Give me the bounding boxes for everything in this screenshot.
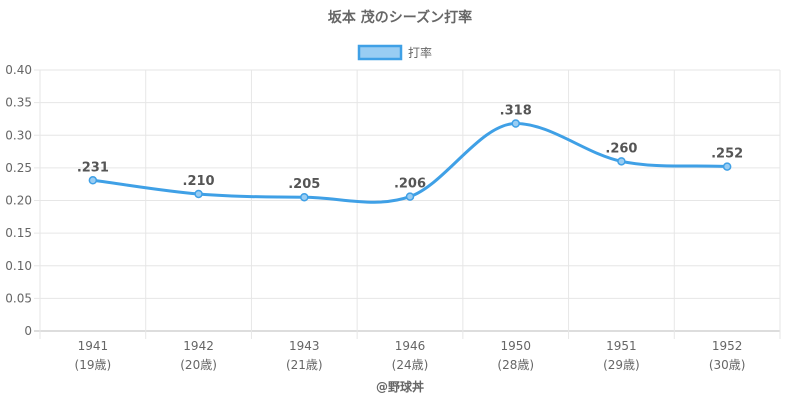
data-label: .210 xyxy=(183,174,215,189)
y-tick-label: 0.05 xyxy=(5,291,32,305)
data-point[interactable] xyxy=(511,119,520,128)
data-point[interactable] xyxy=(300,192,309,202)
data-labels: .231 .210 .205 .206 .318 .260 .252 xyxy=(77,104,743,193)
x-tick-sublabel: (19歳) xyxy=(75,358,112,372)
x-tick-label: 1946 xyxy=(395,339,426,353)
chart-title: 坂本 茂のシーズン打率 xyxy=(328,9,472,26)
series-batting-average xyxy=(88,119,732,204)
x-axis: 1941 (19歳) 1942 (20歳) 1943 (21歳) 1946 (24歳) 1950… xyxy=(75,339,746,372)
y-tick-label: 0.20 xyxy=(5,194,32,208)
x-tick-sublabel: (24歳) xyxy=(392,358,429,372)
data-point[interactable] xyxy=(194,189,203,199)
credit-text: @野球丼 xyxy=(376,379,424,394)
legend[interactable]: 打率 xyxy=(357,44,432,61)
data-label: .206 xyxy=(394,177,426,192)
data-point[interactable] xyxy=(617,157,626,166)
data-label: .252 xyxy=(711,147,743,162)
legend-swatch xyxy=(357,44,403,61)
y-tick-label: 0 xyxy=(24,324,32,338)
x-tick-label: 1941 xyxy=(78,339,109,353)
y-tick-label: 0.30 xyxy=(5,128,32,142)
data-point[interactable] xyxy=(405,192,415,201)
x-tick-sublabel: (20歳) xyxy=(180,358,217,372)
y-tick-label: 0.25 xyxy=(5,161,32,175)
data-point[interactable] xyxy=(88,176,98,185)
data-label: .231 xyxy=(77,160,109,175)
grid xyxy=(34,69,781,339)
x-tick-label: 1950 xyxy=(500,339,531,353)
y-axis: 0 0.05 0.10 0.15 0.20 0.25 0.30 0.35 0.40 xyxy=(5,63,32,338)
x-tick-sublabel: (30歳) xyxy=(709,358,746,372)
y-tick-label: 0.40 xyxy=(5,63,32,77)
x-tick-label: 1943 xyxy=(289,339,320,353)
y-tick-label: 0.10 xyxy=(5,259,32,273)
x-tick-label: 1942 xyxy=(183,339,214,353)
x-tick-sublabel: (28歳) xyxy=(497,358,534,372)
data-point[interactable] xyxy=(722,162,732,171)
x-tick-label: 1951 xyxy=(606,339,637,353)
x-tick-sublabel: (29歳) xyxy=(603,358,640,372)
x-tick-label: 1952 xyxy=(712,339,743,353)
y-tick-label: 0.35 xyxy=(5,96,32,110)
legend-label: 打率 xyxy=(408,45,432,60)
data-label: .260 xyxy=(605,141,637,156)
x-tick-sublabel: (21歳) xyxy=(286,358,323,372)
data-label: .205 xyxy=(288,177,320,192)
y-tick-label: 0.15 xyxy=(5,226,32,240)
data-label: .318 xyxy=(500,104,532,119)
